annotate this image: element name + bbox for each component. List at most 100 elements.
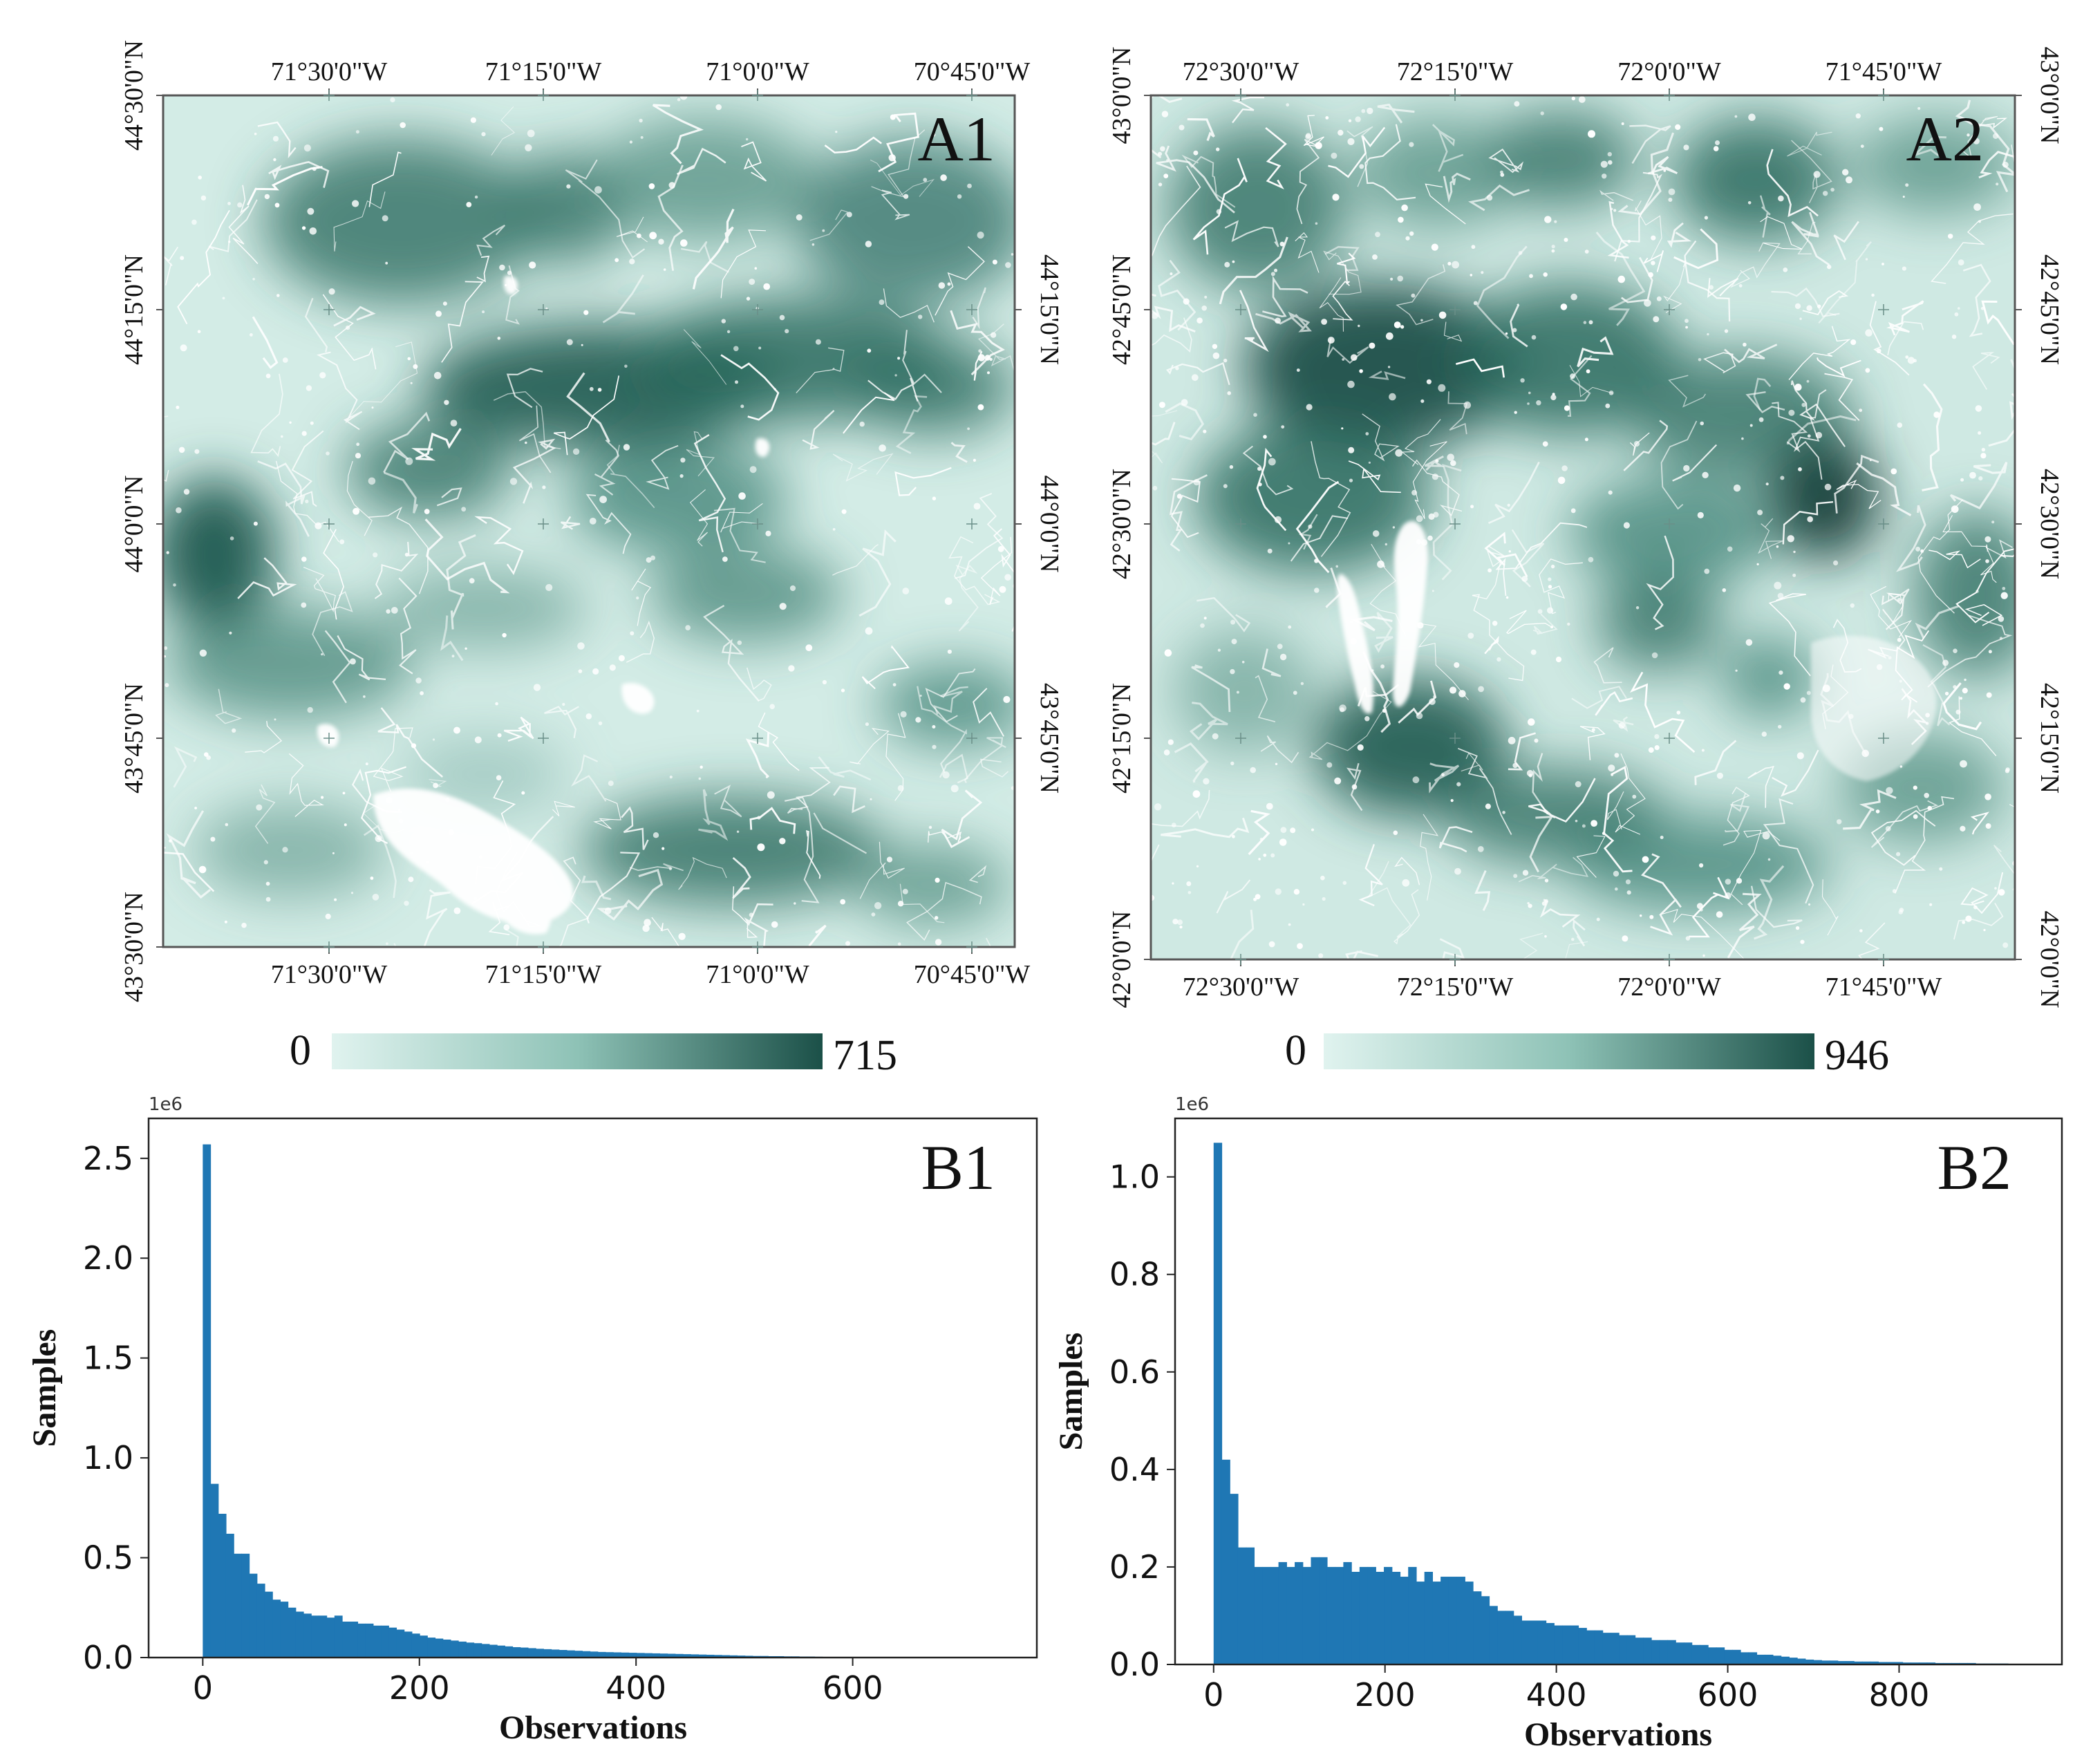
water-body [1435, 459, 1439, 463]
histogram-bar [203, 1144, 212, 1658]
stream-line [1758, 518, 1783, 559]
water-body [408, 876, 414, 883]
water-body [206, 755, 212, 760]
stream-line [1295, 232, 1320, 273]
water-body [1833, 560, 1839, 566]
stream-line [398, 577, 417, 675]
stream-line [1942, 682, 1982, 731]
water-body [451, 655, 455, 658]
stream-line [1797, 221, 1816, 254]
stream-line [1928, 550, 1981, 569]
stream-line [1303, 115, 1324, 147]
water-body [1725, 892, 1731, 899]
stream-line [1224, 220, 1279, 247]
map-x-tick-label-top: 72°15'0"W [1397, 57, 1514, 86]
water-body [180, 256, 185, 261]
stream-line [1393, 889, 1420, 945]
water-body [370, 876, 374, 880]
water-body [1216, 147, 1220, 151]
stream-line [680, 241, 729, 273]
water-body [525, 144, 532, 151]
water-body [1551, 245, 1555, 249]
water-body [1286, 103, 1290, 107]
water-body [1167, 739, 1174, 745]
stream-line [505, 928, 519, 947]
stream-line [250, 373, 283, 458]
stream-line [1745, 391, 1785, 413]
map-y-tick-label-left: 42°15'0"N [1107, 683, 1136, 794]
water-body [923, 178, 928, 182]
water-body [646, 557, 652, 563]
water-body [715, 104, 722, 111]
water-body [623, 444, 630, 451]
water-body [1570, 508, 1576, 514]
map-y-tick-label-right: 43°45'0"N [1035, 683, 1064, 794]
stream-line [346, 460, 373, 536]
stream-line [1981, 300, 2015, 346]
water-body [301, 602, 307, 608]
histogram-bar [628, 1653, 637, 1658]
water-body [1783, 683, 1790, 690]
stream-line [1772, 402, 1808, 453]
water-body [385, 261, 388, 265]
stream-line [941, 789, 983, 848]
stream-line [163, 415, 169, 437]
histogram-bar [1691, 1644, 1700, 1664]
water-body [326, 451, 330, 456]
water-body [938, 282, 946, 289]
histogram-bar [1772, 1655, 1782, 1664]
water-body [1357, 744, 1364, 751]
water-body [1608, 490, 1613, 495]
water-body [1426, 379, 1432, 384]
water-body [1625, 879, 1631, 885]
water-body [1409, 142, 1414, 147]
histogram-bar [427, 1638, 436, 1658]
water-body [871, 912, 876, 917]
water-body [1375, 232, 1380, 238]
histogram-bar [365, 1623, 374, 1658]
histogram-y-tick-label: 2.0 [83, 1239, 133, 1277]
map-x-tick-label-top: 71°0'0"W [706, 57, 809, 86]
water-body [1004, 574, 1011, 581]
stream-line [968, 865, 987, 883]
water-body [888, 154, 896, 162]
water-body [1800, 697, 1806, 703]
water-body [1508, 550, 1511, 553]
water-body [356, 442, 360, 447]
histogram-bar [1221, 1459, 1230, 1664]
histogram-bar [1311, 1557, 1320, 1664]
histogram-bar [1262, 1566, 1271, 1664]
stream-line [163, 846, 215, 892]
stream-line [1519, 932, 1543, 959]
stream-line [881, 189, 910, 220]
water-body [1411, 489, 1418, 496]
water-body [583, 310, 589, 315]
water-body [1279, 838, 1287, 846]
stream-line [476, 224, 506, 256]
stream-line [703, 605, 760, 702]
histogram-b1-axes: 0 200 400 600 0.0 0.5 1.0 1.5 2.0 2.5 [83, 1140, 883, 1707]
stream-line [585, 494, 632, 554]
water-body [265, 373, 271, 379]
stream-line [1518, 856, 1589, 883]
histogram-bar [1602, 1633, 1611, 1664]
water-body [1550, 394, 1557, 401]
stream-line [832, 453, 894, 482]
water-body [1960, 825, 1966, 832]
stream-line [1255, 675, 1276, 722]
water-body [1485, 803, 1491, 809]
water-body [637, 233, 641, 238]
water-body [1232, 260, 1235, 263]
water-body [1794, 384, 1802, 391]
water-body [525, 441, 527, 444]
water-body [1305, 133, 1311, 140]
water-body [375, 835, 382, 843]
water-body [1765, 482, 1769, 486]
stream-line [228, 185, 259, 265]
stream-line [1646, 535, 1674, 630]
water-body [198, 175, 203, 180]
water-body [2005, 769, 2009, 773]
stream-line [1703, 352, 1736, 374]
water-body [1896, 852, 1901, 856]
water-body [767, 791, 775, 799]
